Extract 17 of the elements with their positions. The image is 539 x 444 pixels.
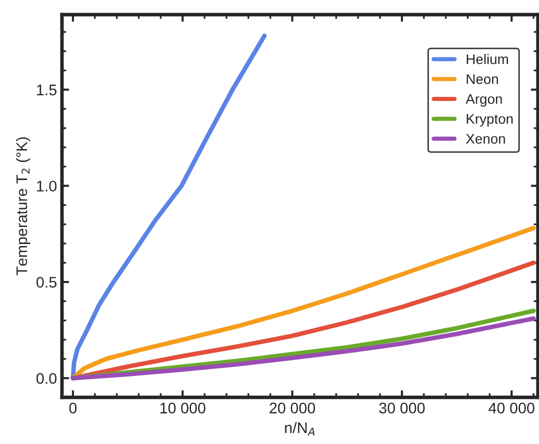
y-tick-label: 0.5 xyxy=(36,276,56,288)
y-tick-label: 1.5 xyxy=(37,84,56,96)
legend-label: Krypton xyxy=(466,114,513,127)
x-tick-label: 10 000 xyxy=(160,402,206,414)
y-tick-label: 0.0 xyxy=(36,373,57,384)
x-tick-label: 30 000 xyxy=(379,402,425,414)
x-tick-label: 0 xyxy=(69,402,77,414)
legend-label: Neon xyxy=(466,74,498,84)
legend-label: Xenon xyxy=(466,134,505,144)
x-tick-label: 20 000 xyxy=(270,402,316,414)
x-axis-title: n/N$_{A}$ xyxy=(285,422,315,436)
legend-label: Argon xyxy=(466,94,502,107)
x-tick-label: 40 000 xyxy=(488,402,534,414)
legend-label: Helium xyxy=(466,54,508,64)
y-tick-label: 1.0 xyxy=(37,180,57,192)
y-axis-title: Temperature T$_{2}$ (°K) xyxy=(16,137,30,276)
line-series xyxy=(70,34,267,380)
